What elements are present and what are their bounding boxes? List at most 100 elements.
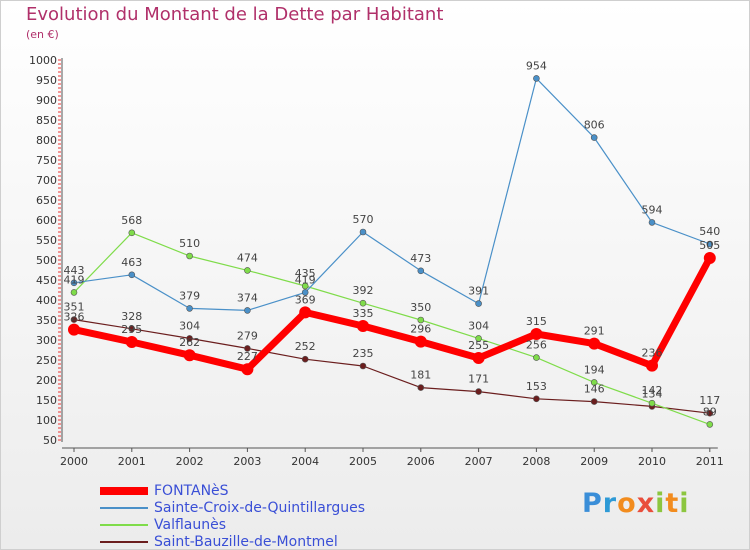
data-label: 954	[526, 59, 547, 72]
data-label: 328	[121, 310, 142, 323]
data-point	[186, 335, 193, 342]
data-label: 806	[584, 119, 605, 132]
data-label: 443	[64, 264, 85, 277]
data-point	[299, 306, 312, 319]
data-point	[244, 307, 251, 314]
data-label: 279	[237, 329, 258, 342]
data-point	[590, 379, 598, 386]
data-label: 304	[468, 319, 489, 332]
data-point	[301, 289, 309, 296]
logo-letter: P	[582, 488, 603, 519]
legend-label: Valflaunès	[154, 516, 227, 533]
data-label: 391	[468, 285, 489, 298]
data-point	[183, 349, 196, 362]
series-line-1	[73, 77, 711, 311]
data-label: 252	[295, 340, 316, 353]
data-point	[417, 267, 425, 275]
x-tick-label: 2001	[118, 455, 146, 468]
data-point	[417, 316, 425, 324]
legend-label: Sainte-Croix-de-Quintillargues	[154, 499, 366, 516]
y-tick-label: 200	[36, 374, 57, 387]
legend-swatch	[100, 486, 148, 495]
data-point	[588, 337, 601, 350]
data-label: 89	[703, 405, 717, 418]
data-label: 146	[584, 383, 605, 396]
data-point	[301, 355, 309, 363]
data-point	[590, 398, 598, 405]
data-label: 227	[237, 350, 258, 363]
data-point	[241, 363, 254, 376]
y-tick-label: 250	[36, 354, 57, 367]
data-label: 369	[295, 293, 316, 306]
data-point	[414, 335, 427, 348]
data-point	[472, 352, 485, 364]
data-point	[648, 399, 656, 407]
series-line-3	[73, 319, 710, 414]
data-point	[706, 240, 714, 248]
data-label: 435	[295, 267, 316, 280]
data-label: 304	[179, 319, 200, 332]
proxiti-logo: Proxiti	[582, 488, 690, 519]
y-tick-label: 700	[36, 174, 57, 187]
x-tick-label: 2008	[522, 455, 550, 468]
logo-letter: t	[665, 488, 680, 519]
data-label: 326	[64, 311, 85, 324]
data-point	[128, 271, 136, 279]
data-point	[359, 362, 367, 370]
y-tick-label: 100	[36, 414, 57, 427]
y-tick-label: 850	[36, 114, 57, 127]
legend-item: Valflaunès	[100, 516, 365, 533]
data-label: 568	[121, 214, 142, 227]
data-point	[125, 336, 138, 348]
data-point	[475, 388, 482, 395]
data-label: 374	[237, 291, 258, 304]
x-tick-label: 2000	[60, 455, 88, 468]
data-label: 296	[410, 323, 431, 336]
data-point	[590, 134, 598, 141]
chart-title: Evolution du Montant de la Dette par Hab…	[26, 4, 444, 25]
data-point	[70, 279, 78, 287]
x-tick-label: 2006	[407, 455, 435, 468]
data-point	[533, 395, 540, 403]
legend: FONTANèS Sainte-Croix-de-Quintillargues Va…	[100, 482, 365, 550]
legend-swatch	[100, 506, 148, 509]
data-label: 419	[295, 273, 316, 286]
data-point	[244, 267, 251, 274]
data-point	[244, 345, 251, 352]
data-label: 117	[699, 394, 720, 407]
data-label: 235	[353, 347, 374, 360]
data-point	[128, 229, 136, 237]
data-point	[706, 409, 714, 417]
data-point	[706, 421, 714, 428]
data-label: 392	[353, 284, 374, 297]
x-tick-label: 2011	[696, 455, 724, 468]
y-tick-label: 50	[43, 434, 57, 447]
y-tick-label: 350	[36, 314, 57, 327]
series-lines	[68, 75, 716, 428]
data-label: 335	[353, 307, 374, 320]
x-tick-label: 2004	[291, 455, 319, 468]
y-tick-label: 500	[36, 254, 57, 267]
y-tick-label: 950	[36, 74, 57, 87]
data-label: 540	[699, 225, 720, 238]
y-tick-label: 1000	[29, 54, 57, 67]
data-point	[128, 325, 136, 333]
data-label: 194	[584, 363, 605, 376]
x-tick-label: 2007	[465, 455, 493, 468]
y-tick-label: 600	[36, 214, 57, 227]
data-label: 463	[121, 256, 142, 269]
logo-letter: i	[655, 488, 666, 519]
data-labels: 3262952622273693352962553152912365054434…	[64, 59, 721, 418]
legend-label: Saint-Bauzille-de-Montmel	[154, 533, 338, 550]
data-label: 262	[179, 336, 200, 349]
data-label: 594	[642, 203, 663, 216]
y-tick-label: 750	[36, 154, 57, 167]
y-tick-label: 800	[36, 134, 57, 147]
legend-swatch	[100, 540, 148, 543]
data-point	[475, 335, 482, 342]
x-tick-label: 2009	[580, 455, 608, 468]
data-label: 256	[526, 339, 547, 352]
y-tick-label: 550	[36, 234, 57, 247]
data-point	[530, 328, 543, 340]
